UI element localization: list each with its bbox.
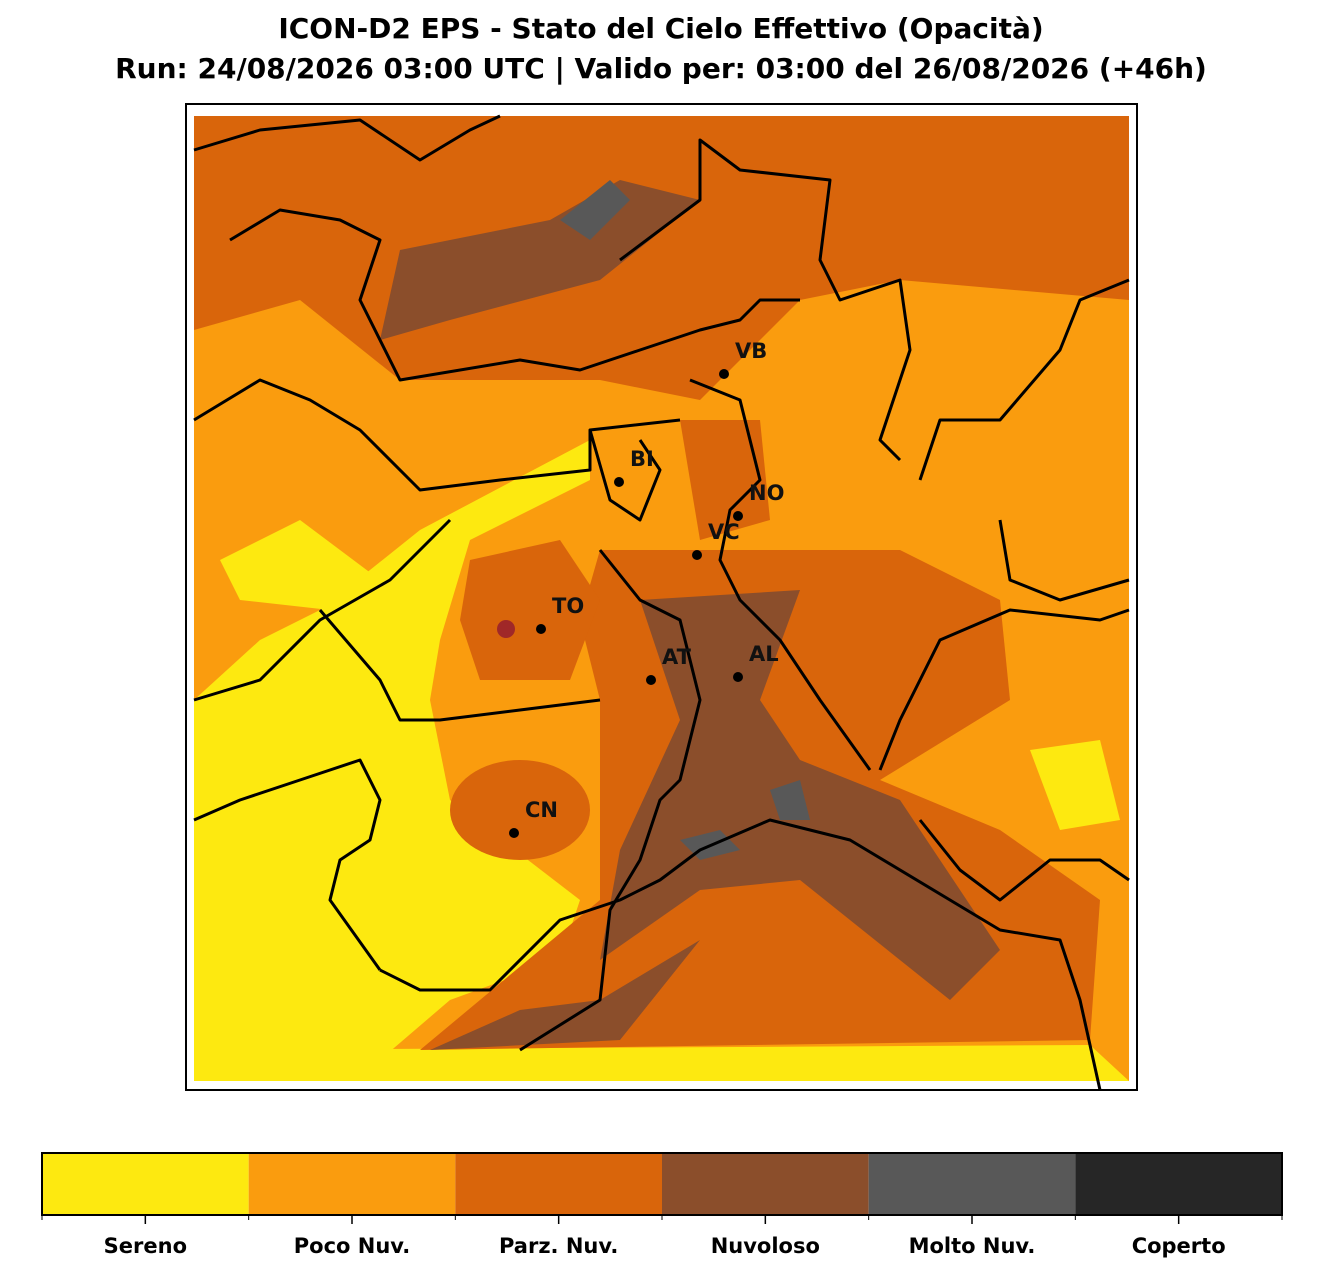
title: ICON-D2 EPS - Stato del Cielo Effettivo … (278, 12, 1043, 45)
map-frame (185, 103, 1138, 1091)
colorbar-label: Coperto (1132, 1234, 1226, 1258)
cities: VB BI NO VC TO AT AL CN (509, 339, 784, 838)
borders (193, 114, 1130, 1091)
colorbar-segment (42, 1153, 249, 1215)
city-dot (733, 511, 743, 521)
colorbar-label: Molto Nuv. (909, 1234, 1036, 1258)
cloud-field (194, 116, 1129, 1081)
city-label: VC (708, 520, 740, 544)
city-label: CN (525, 798, 558, 822)
city-dot (733, 672, 743, 682)
colorbar-segment (1075, 1153, 1282, 1215)
colorbar-label: Parz. Nuv. (499, 1234, 618, 1258)
colorbar-label: Sereno (104, 1234, 187, 1258)
city-dot (646, 675, 656, 685)
city-dot (536, 624, 546, 634)
colorbar-frame (41, 1152, 1283, 1216)
city-dot (509, 828, 519, 838)
city-dot (614, 477, 624, 487)
location-marker (497, 620, 515, 638)
city-label: BI (630, 447, 654, 471)
city-label: TO (552, 594, 584, 618)
colorbar-label: Nuvoloso (711, 1234, 820, 1258)
subtitle: Run: 24/08/2026 03:00 UTC | Valido per: … (115, 52, 1207, 85)
city-label: VB (735, 339, 767, 363)
colorbar-segment (455, 1153, 662, 1215)
city-dot (719, 369, 729, 379)
colorbar-label: Poco Nuv. (294, 1234, 410, 1258)
colorbar-segment (248, 1153, 456, 1215)
city-label: AT (662, 645, 692, 669)
colorbar-segment (868, 1153, 1076, 1215)
city-dot (692, 550, 702, 560)
city-label: AL (749, 642, 779, 666)
city-label: NO (749, 481, 784, 505)
colorbar: Sereno Poco Nuv. Parz. Nuv. Nuvoloso Molto N… (41, 1153, 1283, 1258)
colorbar-segment (662, 1153, 869, 1215)
